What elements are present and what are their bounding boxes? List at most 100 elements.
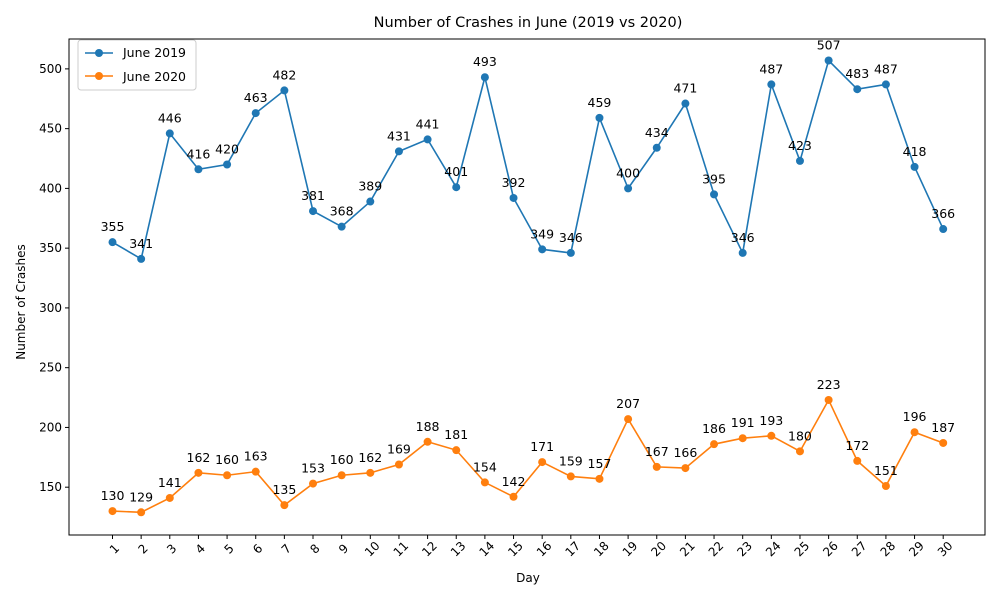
x-tick-label: 9 [336,541,351,556]
y-tick-label: 350 [39,241,62,255]
y-tick-label: 450 [39,122,62,136]
data-label: 186 [702,421,726,436]
x-tick-label: 4 [193,541,208,556]
data-point [223,160,232,169]
data-label: 431 [387,128,411,143]
data-point [681,99,690,108]
data-label: 441 [416,116,440,131]
data-point [538,458,547,467]
axes-frame [68,38,986,536]
data-label: 159 [559,453,583,468]
data-label: 482 [272,67,296,82]
data-point [251,467,260,476]
data-label: 153 [301,461,325,476]
data-label: 341 [129,236,153,251]
data-point [509,492,518,501]
data-point [251,109,260,118]
x-tick-label: 13 [448,539,469,560]
data-point [423,135,432,144]
y-tick-label: 200 [39,420,62,434]
data-point [538,245,547,254]
data-point [795,156,804,165]
data-point [595,113,604,122]
x-tick-label: 14 [477,539,498,560]
data-label: 446 [158,110,182,125]
data-label: 381 [301,188,325,203]
data-label: 418 [903,144,927,159]
data-label: 167 [645,444,669,459]
data-label: 346 [559,230,583,245]
data-point [853,456,862,465]
data-point [939,438,948,447]
data-point [767,80,776,89]
y-axis-title: Number of Crashes [14,244,28,360]
data-label: 157 [588,456,612,471]
data-point [452,183,461,192]
x-tick-label: 26 [820,539,841,560]
x-tick-label: 22 [706,539,727,560]
x-tick-label: 21 [677,539,698,560]
data-point [309,207,318,216]
x-tick-label: 11 [391,539,412,560]
x-tick-label: 1 [107,541,122,556]
data-point [452,446,461,455]
data-point [165,493,174,502]
data-label: 395 [702,171,726,186]
data-point [337,222,346,231]
x-tick-label: 25 [792,539,813,560]
data-point [710,190,719,199]
data-point [566,248,575,257]
data-label: 193 [759,413,783,428]
data-point [853,85,862,94]
legend: June 2019 June 2020 [77,39,197,91]
data-point [738,434,747,443]
data-label: 142 [502,474,526,489]
data-label: 129 [129,489,153,504]
data-point [194,165,203,174]
data-label: 130 [101,488,125,503]
data-label: 169 [387,441,411,456]
data-label: 389 [358,179,382,194]
data-label: 434 [645,125,669,140]
x-tick-label: 3 [164,541,179,556]
data-label: 420 [215,141,239,156]
data-point [194,468,203,477]
x-tick-label: 17 [562,539,583,560]
y-tick-label: 500 [39,62,62,76]
data-label: 346 [731,230,755,245]
data-label: 366 [931,206,955,221]
data-label: 188 [416,419,440,434]
data-label: 160 [215,452,239,467]
x-tick-label: 12 [419,539,440,560]
data-point [137,508,146,517]
data-label: 487 [874,61,898,76]
data-label: 187 [931,420,955,435]
data-point [910,162,919,171]
data-label: 355 [101,219,125,234]
data-label: 141 [158,475,182,490]
data-point [939,225,948,234]
data-point [652,143,661,152]
data-point [394,147,403,156]
series-line-0 [112,58,944,261]
data-point [824,395,833,404]
y-tick-label: 400 [39,181,62,195]
x-tick-label: 23 [734,539,755,560]
data-label: 163 [244,449,268,464]
data-point [595,474,604,483]
x-tick-label: 19 [620,539,641,560]
data-point [165,129,174,138]
data-point [423,437,432,446]
x-tick-label: 29 [906,539,927,560]
x-axis-title: Day [516,571,540,585]
data-label: 160 [330,452,354,467]
data-point [480,478,489,487]
x-tick-label: 30 [935,539,956,560]
data-label: 180 [788,428,812,443]
x-tick-label: 7 [279,541,294,556]
x-tick-label: 18 [591,539,612,560]
data-label: 349 [530,226,554,241]
data-point [480,73,489,82]
data-point [624,184,633,193]
